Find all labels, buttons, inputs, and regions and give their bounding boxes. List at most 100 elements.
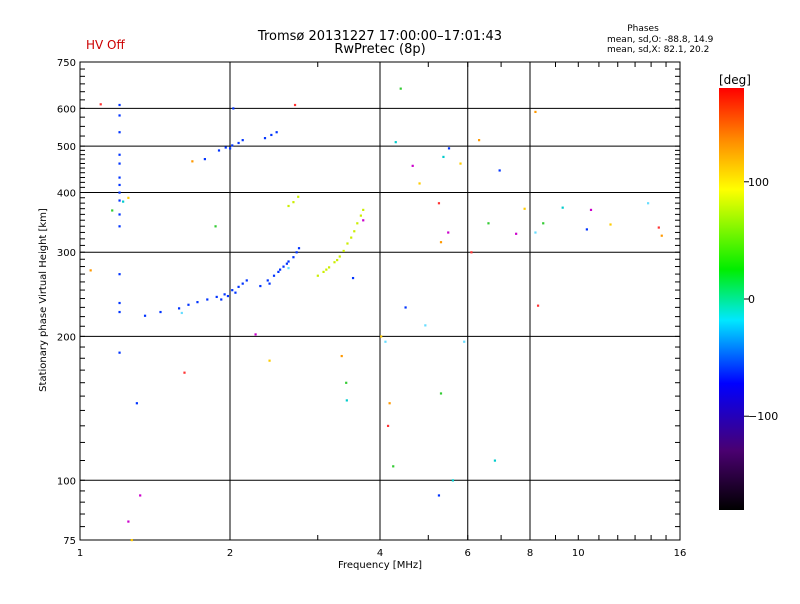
echo-point bbox=[214, 225, 217, 228]
echo-point bbox=[127, 196, 130, 199]
y-tick-label: 500 bbox=[57, 142, 76, 153]
axis-ticks: 1 2 4 6 8 10 16 75 100 200 300 400 500 600 750 bbox=[57, 58, 686, 559]
echo-point bbox=[336, 258, 339, 262]
echo-point bbox=[183, 371, 186, 374]
echo-point bbox=[270, 133, 273, 137]
echo-point bbox=[217, 149, 221, 152]
y-axis-label: Stationary phase Virtual Height [km] bbox=[38, 208, 49, 392]
echo-point bbox=[277, 270, 280, 273]
echo-point bbox=[180, 311, 183, 315]
echo-point bbox=[241, 139, 244, 142]
echo-point bbox=[362, 219, 365, 222]
echo-point bbox=[215, 295, 218, 299]
echo-point bbox=[135, 402, 138, 405]
echo-point bbox=[223, 293, 226, 296]
echo-point bbox=[534, 231, 537, 234]
echo-point bbox=[523, 207, 526, 210]
echo-point bbox=[237, 285, 240, 288]
echo-point bbox=[345, 381, 348, 384]
x-tick-label: 10 bbox=[572, 548, 585, 559]
echo-point bbox=[245, 279, 248, 282]
echo-point bbox=[534, 110, 537, 114]
echo-point bbox=[272, 274, 276, 277]
echo-point bbox=[292, 201, 295, 204]
echo-point bbox=[384, 340, 387, 343]
echo-point bbox=[439, 392, 443, 395]
echo-point bbox=[292, 256, 295, 259]
echo-point bbox=[191, 160, 194, 163]
echo-point bbox=[325, 268, 328, 271]
y-tick-label: 75 bbox=[63, 536, 76, 547]
echo-point bbox=[356, 222, 359, 225]
echo-point bbox=[536, 304, 540, 307]
echo-point bbox=[437, 202, 441, 205]
y-tick-label: 750 bbox=[57, 58, 76, 69]
echo-point bbox=[266, 279, 269, 282]
echo-point bbox=[118, 213, 121, 216]
echo-point bbox=[224, 146, 227, 149]
y-tick-label: 300 bbox=[57, 248, 76, 259]
echo-point bbox=[359, 214, 362, 217]
echo-point bbox=[99, 103, 102, 106]
echo-point bbox=[237, 141, 240, 145]
echo-point bbox=[561, 206, 564, 209]
echo-point bbox=[660, 234, 663, 237]
echo-point bbox=[394, 141, 397, 144]
echo-point bbox=[451, 479, 455, 482]
echo-point bbox=[118, 191, 121, 194]
echo-points bbox=[89, 87, 663, 542]
echo-point bbox=[342, 249, 345, 253]
echo-point bbox=[139, 494, 142, 497]
echo-point bbox=[346, 242, 349, 245]
echo-point bbox=[350, 236, 353, 239]
echo-point bbox=[130, 539, 133, 542]
echo-point bbox=[470, 251, 473, 254]
echo-point bbox=[392, 465, 395, 468]
echo-point bbox=[143, 314, 147, 317]
echo-point bbox=[287, 204, 290, 208]
echo-point bbox=[263, 137, 267, 140]
echo-point bbox=[459, 162, 462, 165]
echo-point bbox=[268, 282, 271, 285]
echo-point bbox=[463, 340, 466, 343]
echo-point bbox=[232, 107, 235, 110]
echo-point bbox=[322, 270, 325, 273]
echo-point bbox=[585, 228, 588, 231]
chart-title: Tromsø 20131227 17:00:00–17:01:43 bbox=[257, 29, 502, 44]
echo-point bbox=[439, 241, 443, 244]
echo-point bbox=[118, 310, 121, 314]
y-tick-label: 600 bbox=[57, 104, 76, 115]
echo-point bbox=[177, 307, 181, 310]
echo-point bbox=[231, 289, 234, 292]
echo-point bbox=[287, 260, 290, 263]
x-tick-label: 2 bbox=[227, 548, 233, 559]
echo-point bbox=[351, 276, 355, 280]
echo-point bbox=[380, 335, 383, 338]
echo-point bbox=[295, 251, 298, 254]
y-tick-label: 200 bbox=[57, 332, 76, 343]
echo-point bbox=[118, 225, 121, 228]
hv-status-label: HV Off bbox=[86, 38, 125, 52]
echo-point bbox=[327, 266, 331, 269]
echo-point bbox=[118, 273, 121, 276]
phase-stats-o-line: mean, sd,O: -88.8, 14.9 bbox=[607, 35, 714, 45]
echo-point bbox=[118, 103, 121, 107]
x-tick-label: 8 bbox=[527, 548, 533, 559]
echo-point bbox=[275, 131, 278, 134]
echo-point bbox=[220, 298, 223, 301]
echo-point bbox=[646, 202, 650, 205]
echo-point bbox=[206, 298, 209, 301]
chart-subtitle: RwPretec (8p) bbox=[334, 42, 425, 57]
x-tick-label: 16 bbox=[674, 548, 687, 559]
echo-point bbox=[447, 231, 450, 234]
echo-point bbox=[386, 424, 390, 428]
echo-point bbox=[589, 208, 593, 212]
echo-point bbox=[259, 284, 262, 288]
echo-point bbox=[241, 282, 244, 285]
echo-point bbox=[388, 402, 391, 405]
x-tick-label: 6 bbox=[465, 548, 471, 559]
echo-point bbox=[418, 182, 421, 185]
echo-point bbox=[229, 147, 232, 150]
